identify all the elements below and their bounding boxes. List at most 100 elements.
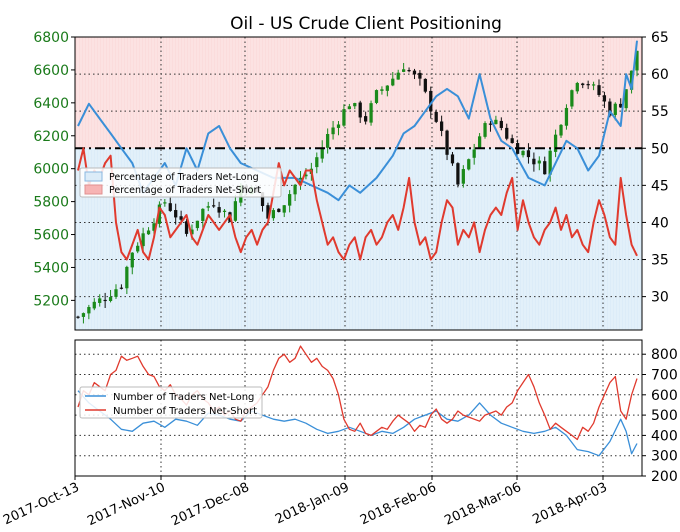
candle-body bbox=[412, 70, 417, 75]
candle-body bbox=[450, 154, 455, 164]
x-tick-label: 2018-Feb-06 bbox=[358, 480, 439, 528]
candle-body bbox=[510, 138, 514, 143]
right-tick-label: 45 bbox=[651, 178, 669, 194]
candle-body bbox=[374, 90, 379, 103]
left-tick-label: 6400 bbox=[33, 96, 69, 112]
candle-body bbox=[201, 208, 205, 221]
candle-body bbox=[429, 90, 433, 112]
candle-body bbox=[467, 159, 471, 170]
candle-body bbox=[125, 266, 129, 289]
legend-box-bottom bbox=[79, 386, 263, 419]
candle-body bbox=[146, 230, 151, 235]
candle-body bbox=[320, 147, 324, 159]
candle-body bbox=[423, 78, 427, 92]
right-tick-label-bottom: 600 bbox=[651, 388, 678, 404]
candle-body bbox=[206, 206, 210, 208]
candle-body bbox=[163, 202, 167, 204]
candle-body bbox=[564, 107, 569, 126]
right-tick-label-bottom: 200 bbox=[651, 469, 678, 485]
candle-body bbox=[613, 103, 617, 115]
candle-body bbox=[591, 84, 596, 86]
candle-body bbox=[288, 194, 292, 206]
candle-body bbox=[505, 127, 509, 139]
candle-body bbox=[168, 203, 172, 211]
candle-body bbox=[136, 245, 140, 252]
left-tick-label: 6800 bbox=[33, 30, 69, 46]
candle-body bbox=[559, 124, 563, 136]
candle-body bbox=[87, 307, 91, 314]
candle-body bbox=[624, 89, 628, 109]
candle-body bbox=[461, 169, 465, 184]
candle-body bbox=[282, 205, 286, 213]
candle-body bbox=[548, 150, 552, 175]
candle-body bbox=[103, 299, 107, 302]
candle-body bbox=[434, 111, 438, 122]
candle-body bbox=[130, 252, 134, 268]
candle-body bbox=[494, 119, 498, 125]
candle-body bbox=[619, 103, 623, 108]
top-legend: Percentage of Traders Net-Long Percentage… bbox=[79, 167, 282, 198]
candle-body bbox=[114, 289, 118, 297]
candle-body bbox=[92, 301, 96, 309]
candle-body bbox=[418, 72, 422, 79]
candle-body bbox=[326, 134, 330, 148]
candle-body bbox=[222, 210, 227, 212]
legend-box bbox=[79, 167, 282, 198]
candle-body bbox=[472, 149, 476, 158]
candle-body bbox=[184, 221, 189, 234]
candle-body bbox=[570, 90, 574, 107]
candle-body bbox=[364, 116, 368, 122]
candle-body bbox=[190, 229, 194, 235]
x-tick-label: 2017-Oct-13 bbox=[1, 480, 82, 528]
candle-body bbox=[81, 313, 86, 317]
net-long-pct-line bbox=[77, 40, 638, 202]
candle-body bbox=[488, 123, 493, 125]
candle-body bbox=[586, 84, 590, 86]
candle-body bbox=[456, 163, 460, 185]
legend-label-count-long: Number of Traders Net-Long bbox=[113, 392, 254, 403]
candle-body bbox=[439, 121, 444, 131]
candle-body bbox=[271, 210, 276, 219]
candle-body bbox=[108, 297, 113, 301]
candle-body bbox=[336, 124, 341, 128]
candle-body bbox=[532, 158, 536, 165]
candle-body bbox=[396, 72, 400, 80]
x-tick-label: 2018-Jan-09 bbox=[273, 480, 352, 527]
candle-body bbox=[402, 69, 406, 72]
candle-body bbox=[119, 287, 124, 289]
bottom-legend: Number of Traders Net-Long Number of Trad… bbox=[79, 386, 263, 419]
candle-body bbox=[212, 205, 216, 207]
legend-label-long: Percentage of Traders Net-Long bbox=[109, 172, 259, 183]
legend-label-short: Percentage of Traders Net-Short bbox=[109, 185, 261, 196]
candle-body bbox=[369, 103, 373, 123]
candle-body bbox=[304, 174, 308, 177]
left-tick-label: 6200 bbox=[33, 129, 69, 145]
legend-swatch-long bbox=[84, 171, 103, 182]
candle-body bbox=[526, 150, 531, 158]
candle-body bbox=[315, 157, 319, 168]
candle-body bbox=[141, 233, 145, 247]
right-tick-label-bottom: 400 bbox=[651, 428, 678, 444]
candle-body bbox=[76, 316, 80, 318]
x-tick-label: 2017-Dec-08 bbox=[169, 480, 252, 529]
candle-body bbox=[260, 192, 265, 206]
net-short-count-line bbox=[77, 345, 638, 441]
candle-body bbox=[477, 136, 482, 149]
candle-body bbox=[179, 216, 183, 220]
right-tick-label: 35 bbox=[651, 253, 669, 269]
candle-body bbox=[608, 101, 612, 116]
candle-body bbox=[553, 134, 558, 152]
candle-body bbox=[266, 205, 270, 219]
candle-body bbox=[521, 150, 525, 156]
candle-body bbox=[195, 220, 200, 229]
chart-title: Oil - US Crude Client Positioning bbox=[230, 14, 502, 34]
top-panel: 5200 5400 5600 5800 6000 6200 6400 6600 6800 30 35… bbox=[33, 30, 669, 331]
right-tick-label: 60 bbox=[651, 67, 669, 83]
candle-body bbox=[407, 70, 411, 72]
left-tick-label: 5200 bbox=[33, 293, 69, 309]
candle-body bbox=[353, 103, 357, 107]
candle-body bbox=[543, 161, 547, 175]
right-tick-label: 30 bbox=[651, 290, 669, 306]
left-tick-label: 6600 bbox=[33, 63, 69, 79]
